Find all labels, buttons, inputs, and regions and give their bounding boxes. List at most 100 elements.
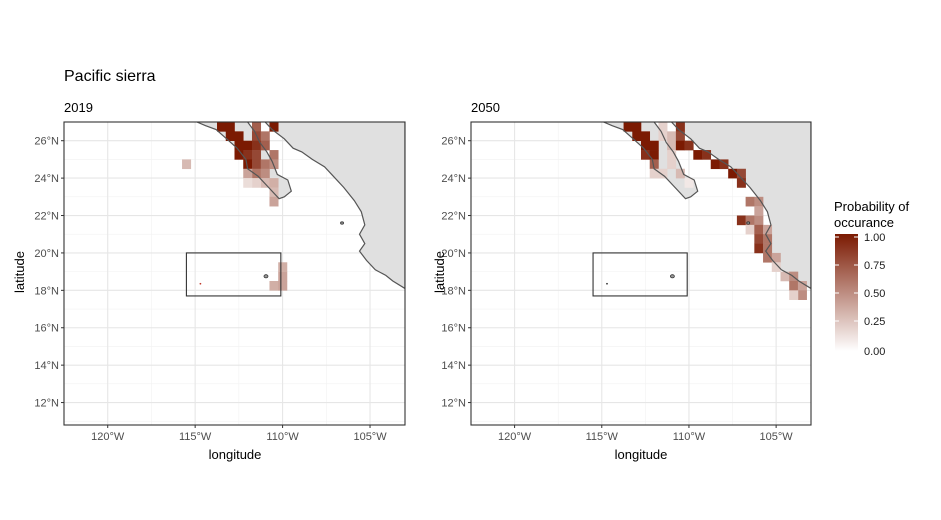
- coastline-mainland: [671, 122, 811, 290]
- land-mainland: [265, 122, 405, 289]
- heatmap-cell: [649, 159, 659, 170]
- x-tick-label: 110°W: [673, 431, 706, 443]
- heatmap-cell: [754, 243, 764, 254]
- heatmap-cell: [278, 280, 288, 291]
- heatmap-cell: [260, 131, 270, 142]
- panel-2019: 2019 120°W 115°W 110°W 105°W 26°N 24°N 22°N 20°…: [34, 100, 406, 443]
- legend-label-0.75: 0.75: [864, 260, 885, 272]
- x-tick-label: 105°W: [760, 431, 794, 443]
- heatmap-cell: [269, 159, 279, 170]
- legend-title-line2: occurance: [834, 215, 894, 230]
- study-area-box: [185, 252, 282, 297]
- island-socorro: [669, 274, 675, 279]
- heatmap-cell: [225, 131, 235, 142]
- heatmap-cell: [719, 159, 729, 170]
- heatmap-cell: [797, 290, 807, 300]
- heatmap-cell: [182, 159, 192, 170]
- heatmap-cell: [243, 168, 253, 179]
- y-axis-title-left: latitude: [12, 251, 27, 293]
- heatmap-cell: [269, 280, 279, 291]
- y-tick-label: 22°N: [34, 211, 59, 223]
- heatmap-cell: [251, 159, 262, 170]
- island-marias: [746, 221, 751, 225]
- heatmap-cell: [251, 178, 262, 188]
- heatmap-cell: [278, 271, 288, 282]
- y-tick-label: 18°N: [34, 285, 59, 297]
- heatmap-cell: [234, 140, 244, 151]
- x-axis-title-left: longitude: [209, 447, 262, 462]
- heatmap-cell: [269, 178, 279, 188]
- heatmap-cell: [736, 178, 746, 188]
- heatmap-cell: [667, 140, 677, 151]
- panel-2050: 2050 120°W 115°W 110°W 105°W 26°N 24°N 22°N 20°…: [441, 100, 812, 443]
- legend-colorbar: [835, 234, 858, 351]
- heatmap-cell: [251, 140, 262, 151]
- heatmap-cell: [269, 187, 279, 198]
- legend: Probability of occurance 1.00 0.75 0.50 …: [834, 199, 910, 358]
- heatmap-cell: [736, 168, 746, 179]
- heatmap-cell: [269, 150, 279, 160]
- y-tick-label: 12°N: [441, 398, 466, 410]
- heatmap-cell: [684, 140, 694, 151]
- island-clarion: [606, 282, 608, 285]
- heatmap-cell: [217, 122, 227, 132]
- heatmap-cell: [658, 122, 668, 132]
- heatmap-cell: [251, 150, 262, 160]
- y-tick-label: 26°N: [34, 136, 59, 148]
- y-tick-label: 16°N: [34, 323, 59, 335]
- heatmap-cell: [745, 224, 755, 235]
- heatmap-cell: [234, 131, 244, 142]
- heatmap-cell: [667, 131, 677, 142]
- x-tick-label: 105°W: [353, 431, 387, 443]
- heatmap-cell: [675, 140, 685, 151]
- figure-title: Pacific sierra: [64, 68, 156, 85]
- heatmap-cell: [641, 150, 651, 160]
- y-tick-label: 14°N: [34, 360, 59, 372]
- y-tick-label: 22°N: [441, 211, 466, 223]
- y-tick-label: 20°N: [34, 248, 59, 260]
- island-clarion: [199, 282, 202, 285]
- y-tick-label: 24°N: [441, 173, 466, 185]
- y-tick-label: 20°N: [441, 248, 466, 260]
- y-tick-label: 14°N: [441, 360, 466, 372]
- heatmap-cell: [269, 196, 279, 207]
- island-socorro: [263, 274, 269, 279]
- heatmap-cell: [675, 122, 685, 132]
- heatmap-cell: [667, 150, 677, 160]
- coastline-baja: [603, 122, 699, 200]
- heatmap-cell: [710, 159, 720, 170]
- heatmap-cell: [632, 122, 642, 132]
- heatmap-cell: [243, 178, 253, 188]
- heatmap-cell: [251, 168, 262, 179]
- heatmap-cell: [789, 280, 799, 291]
- panel-subtitle-2019: 2019: [64, 100, 93, 115]
- heatmap-cell: [745, 196, 755, 207]
- coastline-baja: [196, 122, 292, 200]
- y-axis-title-right: latitude: [432, 251, 447, 293]
- land-mainland: [671, 122, 811, 289]
- heatmap-cell: [736, 215, 746, 226]
- legend-title-line1: Probability of: [834, 199, 910, 214]
- heatmap-cell: [780, 271, 790, 282]
- heatmap-cell: [649, 168, 659, 179]
- heatmap-cell: [754, 215, 764, 226]
- heatmap-cell: [675, 168, 685, 179]
- heatmap-cell: [225, 122, 235, 132]
- legend-label-0.50: 0.50: [864, 288, 885, 300]
- heatmap-cell: [243, 159, 253, 170]
- heatmap-cell: [623, 122, 633, 132]
- heatmap-cell: [754, 206, 764, 216]
- heatmap-cell: [754, 196, 764, 207]
- heatmap-cell: [658, 168, 668, 179]
- x-tick-label: 115°W: [586, 431, 619, 443]
- heatmap-cell: [641, 131, 651, 142]
- panel-border: [470, 121, 812, 426]
- island-marias: [340, 221, 344, 225]
- heatmap-cell: [797, 280, 807, 291]
- heatmap-cell: [632, 131, 642, 142]
- heatmap-cell: [702, 150, 712, 160]
- heatmap-cell: [763, 234, 773, 244]
- heatmap-cell: [675, 131, 685, 142]
- heatmap-cell: [260, 178, 270, 188]
